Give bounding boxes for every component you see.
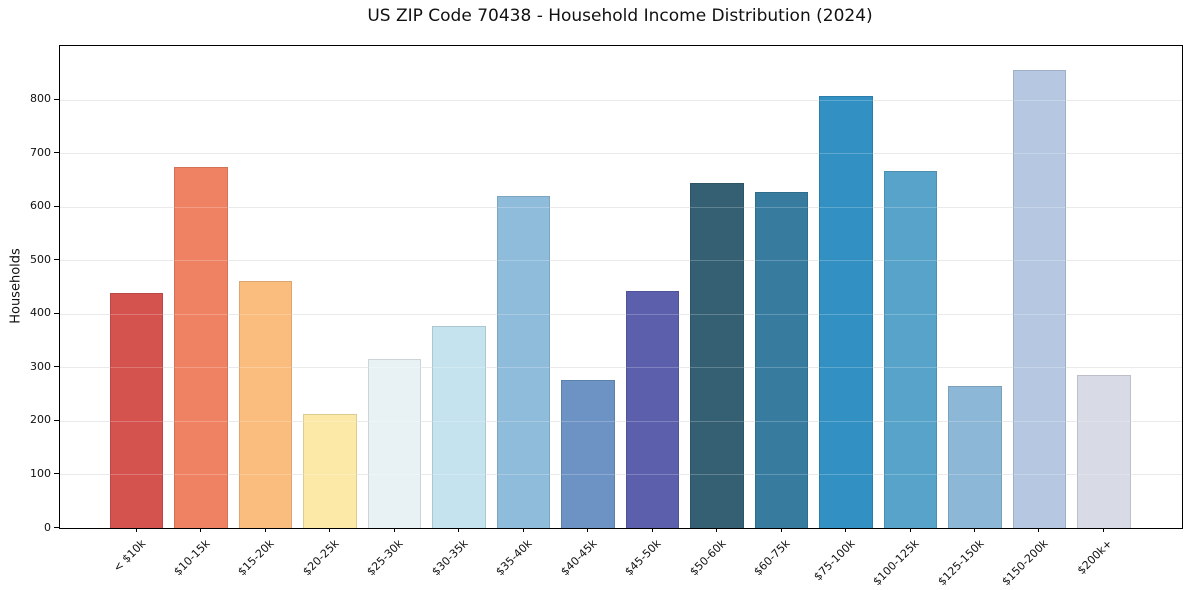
y-tick-mark xyxy=(54,98,59,100)
x-tick-mark xyxy=(780,528,782,532)
bar xyxy=(109,292,164,528)
x-tick-label: $150-200k xyxy=(999,537,1051,589)
bar xyxy=(432,326,486,528)
bar xyxy=(690,182,744,528)
bar xyxy=(883,171,938,528)
gridline xyxy=(60,313,1182,315)
y-tick-label: 500 xyxy=(30,252,51,266)
y-tick-label: 200 xyxy=(30,413,51,427)
gridline xyxy=(60,206,1182,208)
x-tick-mark xyxy=(909,528,911,532)
x-tick-label: $125-150k xyxy=(935,537,987,589)
gridline xyxy=(60,367,1182,369)
x-tick-label: $200k+ xyxy=(1075,537,1116,578)
gridline xyxy=(60,420,1182,422)
x-tick-label: < $10k xyxy=(110,537,148,575)
x-tick-label: $35-40k xyxy=(493,537,535,579)
y-tick-mark xyxy=(54,366,59,368)
y-tick-label: 600 xyxy=(30,199,51,213)
bar xyxy=(1012,69,1067,528)
y-tick-mark xyxy=(54,205,59,207)
y-tick-mark xyxy=(54,312,59,314)
y-tick-label: 300 xyxy=(30,359,51,373)
x-tick-label: $40-45k xyxy=(558,537,600,579)
x-tick-label: $15-20k xyxy=(235,537,277,579)
y-tick-label: 800 xyxy=(30,92,51,106)
x-tick-label: $20-25k xyxy=(300,537,342,579)
gridline-overlay xyxy=(60,313,1182,315)
x-tick-mark xyxy=(135,528,137,532)
gridline-overlay xyxy=(60,420,1182,422)
bar xyxy=(1077,375,1131,528)
gridline-overlay xyxy=(60,99,1182,101)
x-tick-mark xyxy=(329,528,331,532)
chart-title: US ZIP Code 70438 - Household Income Dis… xyxy=(367,6,873,26)
x-tick-mark xyxy=(1102,528,1104,532)
y-tick-mark xyxy=(54,527,59,528)
x-tick-mark xyxy=(716,528,718,532)
x-tick-label: $30-35k xyxy=(429,537,471,579)
bar xyxy=(238,281,293,528)
y-tick-mark xyxy=(54,259,59,261)
gridline-overlay xyxy=(60,367,1182,369)
bar xyxy=(303,414,357,528)
x-tick-label: $75-100k xyxy=(811,537,858,584)
x-tick-mark xyxy=(393,528,395,532)
gridline xyxy=(60,153,1182,155)
plot-area xyxy=(59,45,1183,529)
x-tick-label: $100-125k xyxy=(870,537,922,589)
bar xyxy=(561,380,615,528)
bar xyxy=(367,359,422,528)
x-tick-label: $25-30k xyxy=(364,537,406,579)
x-tick-label: $45-50k xyxy=(622,537,664,579)
gridline-overlay xyxy=(60,260,1182,262)
x-tick-mark xyxy=(200,528,202,532)
y-tick-mark xyxy=(54,152,59,154)
x-tick-label: $60-75k xyxy=(751,537,793,579)
x-tick-mark xyxy=(587,528,589,532)
bar xyxy=(819,95,873,528)
bar xyxy=(496,195,551,528)
bar xyxy=(174,166,228,528)
x-tick-mark xyxy=(522,528,524,532)
gridline-overlay xyxy=(60,206,1182,208)
y-tick-mark xyxy=(54,473,59,475)
y-tick-label: 100 xyxy=(30,466,51,480)
bar xyxy=(625,291,680,528)
x-tick-mark xyxy=(974,528,975,532)
x-tick-mark xyxy=(458,528,460,532)
x-tick-mark xyxy=(651,528,653,532)
gridline xyxy=(60,474,1182,476)
x-tick-label: $50-60k xyxy=(687,537,729,579)
gridline xyxy=(60,260,1182,262)
x-tick-label: $10-15k xyxy=(171,537,213,579)
bar xyxy=(754,192,809,528)
gridline-overlay xyxy=(60,153,1182,155)
x-tick-mark xyxy=(1038,528,1040,532)
y-tick-label: 400 xyxy=(30,306,51,320)
x-tick-mark xyxy=(845,528,847,532)
gridline xyxy=(60,99,1182,101)
y-tick-label: 0 xyxy=(44,520,51,534)
gridline-overlay xyxy=(60,474,1182,476)
x-tick-mark xyxy=(264,528,266,532)
bar xyxy=(948,386,1002,528)
y-tick-mark xyxy=(54,419,59,421)
y-tick-label: 700 xyxy=(30,145,51,159)
